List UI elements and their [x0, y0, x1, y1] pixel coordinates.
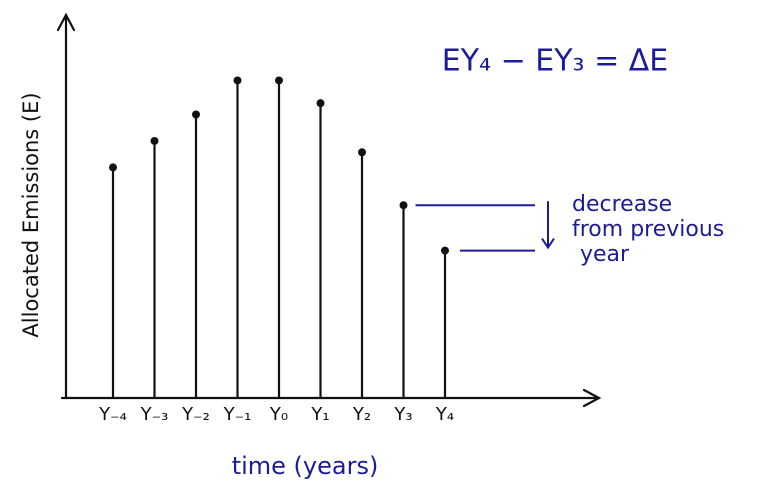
stem-dot [192, 110, 200, 119]
stem-dot [150, 136, 159, 145]
x-tick-label: Y₋₂ [181, 404, 210, 425]
y-axis-label: Allocated Emissions (E) [19, 92, 43, 337]
x-tick-label: Y₋₁ [223, 404, 252, 425]
stem-dot [275, 76, 283, 85]
annotation-text: from previous [572, 217, 724, 242]
x-tick-label: Y₋₃ [140, 404, 169, 425]
stem-dot [233, 76, 242, 85]
stem-dot [399, 201, 408, 210]
stem-dot [316, 99, 325, 108]
x-tick-label: Y₀ [269, 404, 288, 425]
x-tick-label: Y₃ [393, 404, 412, 425]
x-axis-label: time (years) [232, 452, 379, 480]
equation: EY₄ − EY₃ = ΔE [442, 44, 669, 79]
y-axis [56, 12, 76, 400]
decrease-arrow [541, 201, 555, 250]
stem-dot [358, 148, 366, 157]
x-tick-label: Y₋₄ [98, 404, 127, 425]
stem-dot [109, 163, 117, 172]
annotation-text: year [580, 242, 630, 267]
stem-dot [441, 246, 449, 255]
x-tick-label: Y₄ [435, 404, 454, 425]
x-tick-label: Y₂ [352, 404, 371, 425]
annotation-text: decrease [572, 192, 672, 217]
x-axis [60, 388, 602, 408]
x-tick-label: Y₁ [310, 404, 329, 425]
